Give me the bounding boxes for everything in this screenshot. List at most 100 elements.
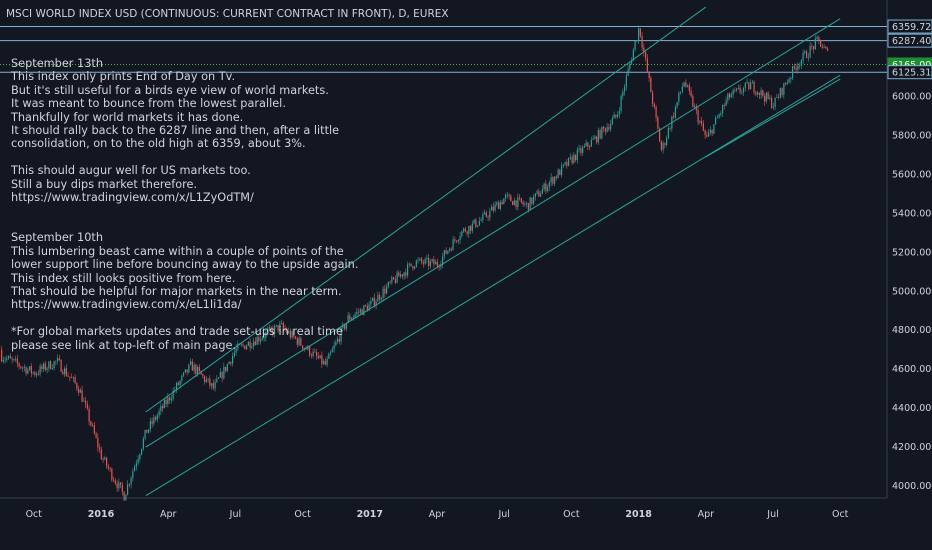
candle-body-330 [578,148,580,150]
candle-body-434 [760,90,762,95]
candle-body-290 [508,194,510,196]
candle-body-147 [258,337,260,342]
candle-body-216 [379,294,381,300]
chart-annotation: September 13th This index only prints En… [11,57,359,352]
level-price-label-3: 6125.3128 [892,68,932,79]
candle-body-399 [699,121,701,123]
candle-body-415 [727,93,729,101]
candle-body-440 [771,97,773,108]
candle-body-68 [120,482,122,485]
candle-body-84 [148,429,150,433]
candle-body-437 [765,92,767,102]
y-tick-label-3: 4600.0000 [892,364,932,375]
candle-body-249 [436,261,438,267]
candle-body-189 [331,349,333,353]
candle-body-218 [382,288,384,298]
candle-body-346 [606,127,608,132]
candle-body-178 [312,351,314,357]
candle-body-361 [632,49,634,61]
candle-body-282 [494,204,496,211]
candle-body-149 [261,337,263,340]
candle-body-183 [321,355,323,365]
candle-body-309 [541,189,543,194]
candle-body-104 [183,372,185,376]
candle-body-432 [757,92,759,95]
candle-body-390 [683,82,685,87]
candle-body-90 [158,410,160,416]
candle-body-120 [211,383,213,386]
candle-body-465 [814,38,816,50]
candle-body-123 [216,378,218,383]
candle-body-418 [732,90,734,95]
candle-body-74 [130,478,132,485]
candle-body-16 [29,366,31,370]
candle-body-449 [786,82,788,84]
candle-body-140 [246,345,248,350]
candle-body-378 [662,143,664,150]
candle-body-265 [464,228,466,232]
candle-body-430 [753,82,755,93]
candle-body-369 [646,58,648,72]
x-tick-label-4: Oct [294,509,311,520]
y-tick-label-5: 5000.0000 [892,286,932,297]
candle-body-320 [561,165,563,176]
candle-body-11 [20,366,22,368]
candle-body-211 [370,300,372,305]
candle-body-187 [328,353,330,359]
candle-body-456 [799,65,801,67]
candle-body-264 [463,228,465,232]
candle-body-32 [57,358,59,361]
candle-body-34 [60,360,62,372]
candle-body-451 [790,77,792,80]
candle-body-401 [702,123,704,131]
x-tick-label-1: 2016 [88,509,115,520]
candle-body-92 [162,406,164,409]
candle-body-436 [764,96,766,102]
candle-body-1 [2,359,4,362]
candle-body-262 [459,236,461,241]
candle-body-325 [569,156,571,158]
candle-body-299 [524,203,526,205]
level-box-1 [887,33,932,48]
candle-body-431 [755,92,757,95]
candle-body-23 [41,366,43,370]
candle-body-167 [293,331,295,337]
candle-body-269 [471,223,473,231]
candle-body-159 [279,323,281,332]
candle-body-388 [680,91,682,93]
candle-body-170 [298,338,300,345]
candle-body-422 [739,87,741,93]
candle-body-259 [454,239,456,241]
candle-body-304 [533,197,535,204]
candle-body-427 [748,82,750,90]
candle-body-457 [800,60,802,66]
candle-body-307 [538,191,540,197]
candle-body-232 [407,264,409,276]
candle-body-28 [50,361,52,370]
candle-body-64 [113,479,115,481]
candle-body-19 [34,372,36,376]
candle-body-135 [237,343,239,349]
candle-body-185 [324,361,326,365]
candle-body-338 [592,138,594,140]
candle-body-73 [128,484,130,486]
channel-inner-lower [705,78,841,158]
candle-body-88 [155,417,157,420]
candle-body-472 [827,48,829,51]
candle-body-55 [97,437,99,448]
candle-body-416 [729,93,731,98]
candle-body-78 [137,459,139,464]
candle-body-13 [23,367,25,369]
candle-body-409 [716,117,718,119]
candle-body-414 [725,100,727,106]
candle-body-215 [377,294,379,302]
candle-body-231 [405,272,407,276]
candle-body-470 [823,46,825,48]
candle-body-122 [214,382,216,389]
candle-body-408 [715,117,717,125]
candle-body-102 [179,380,181,385]
y-tick-label-0: 4000.0000 [892,481,932,492]
candle-body-419 [734,90,736,91]
candle-body-17 [30,366,32,374]
candle-body-273 [478,221,480,226]
